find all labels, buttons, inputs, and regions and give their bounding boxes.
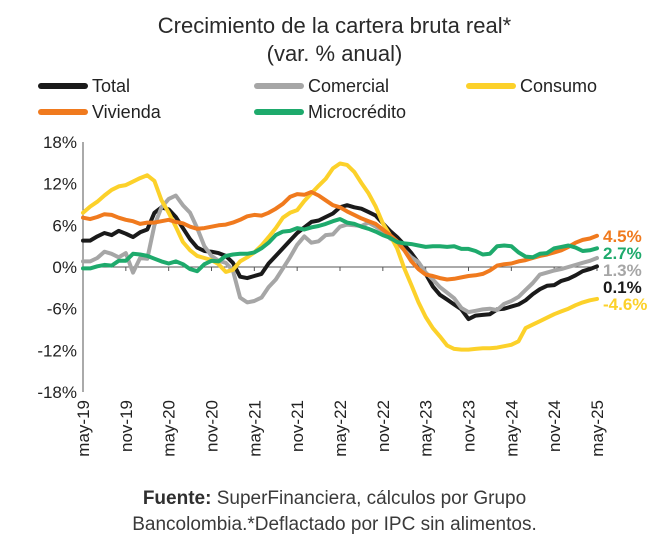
end-label-consumo: -4.6%: [603, 295, 647, 314]
y-tick-label: 12%: [43, 175, 77, 194]
series-line-vivienda: [81, 190, 599, 282]
y-tick-label: 18%: [43, 133, 77, 152]
x-tick-label: may-22: [331, 400, 350, 457]
x-tick-label: nov-22: [374, 400, 393, 452]
chart-title: Crecimiento de la cartera bruta real* (v…: [0, 12, 669, 68]
series-line-consumo: [81, 161, 599, 352]
y-tick-label: -6%: [47, 300, 77, 319]
x-tick-label: may-21: [245, 400, 264, 457]
source-label: Fuente:: [142, 488, 212, 509]
end-label-total: 0.1%: [603, 278, 642, 297]
x-tick-label: may-25: [588, 400, 607, 457]
y-tick-label: 0%: [52, 258, 77, 277]
y-tick-label: 6%: [52, 216, 77, 235]
y-tick-label: -18%: [37, 383, 77, 402]
source-note: Fuente: SuperFinanciera, cálculos por Gr…: [0, 486, 669, 538]
x-tick-label: may-24: [502, 400, 521, 457]
end-label-vivienda: 4.5%: [603, 227, 642, 246]
x-tick-label: nov-24: [545, 400, 564, 452]
end-label-comercial: 1.3%: [603, 261, 642, 280]
x-tick-label: nov-23: [460, 400, 479, 452]
x-tick-label: may-23: [417, 400, 436, 457]
chart-title-line-1: Crecimiento de la cartera bruta real*: [157, 13, 512, 38]
chart-title-line-2: (var. % anual): [266, 41, 403, 66]
end-label-microcredito: 2.7%: [603, 244, 642, 263]
source-text-line-2: Bancolombia.*Deflactado por IPC sin alim…: [132, 514, 537, 535]
x-tick-label: nov-20: [203, 400, 222, 452]
x-tick-label: may-20: [160, 400, 179, 457]
y-tick-label: -12%: [37, 341, 77, 360]
source-text-line-1: SuperFinanciera, cálculos por Grupo: [211, 488, 527, 509]
x-tick-label: nov-19: [117, 400, 136, 452]
x-tick-label: nov-21: [288, 400, 307, 452]
series-line-microcredito: [81, 217, 599, 274]
x-tick-label: may-19: [74, 400, 93, 457]
series-line-comercial: [81, 193, 599, 315]
